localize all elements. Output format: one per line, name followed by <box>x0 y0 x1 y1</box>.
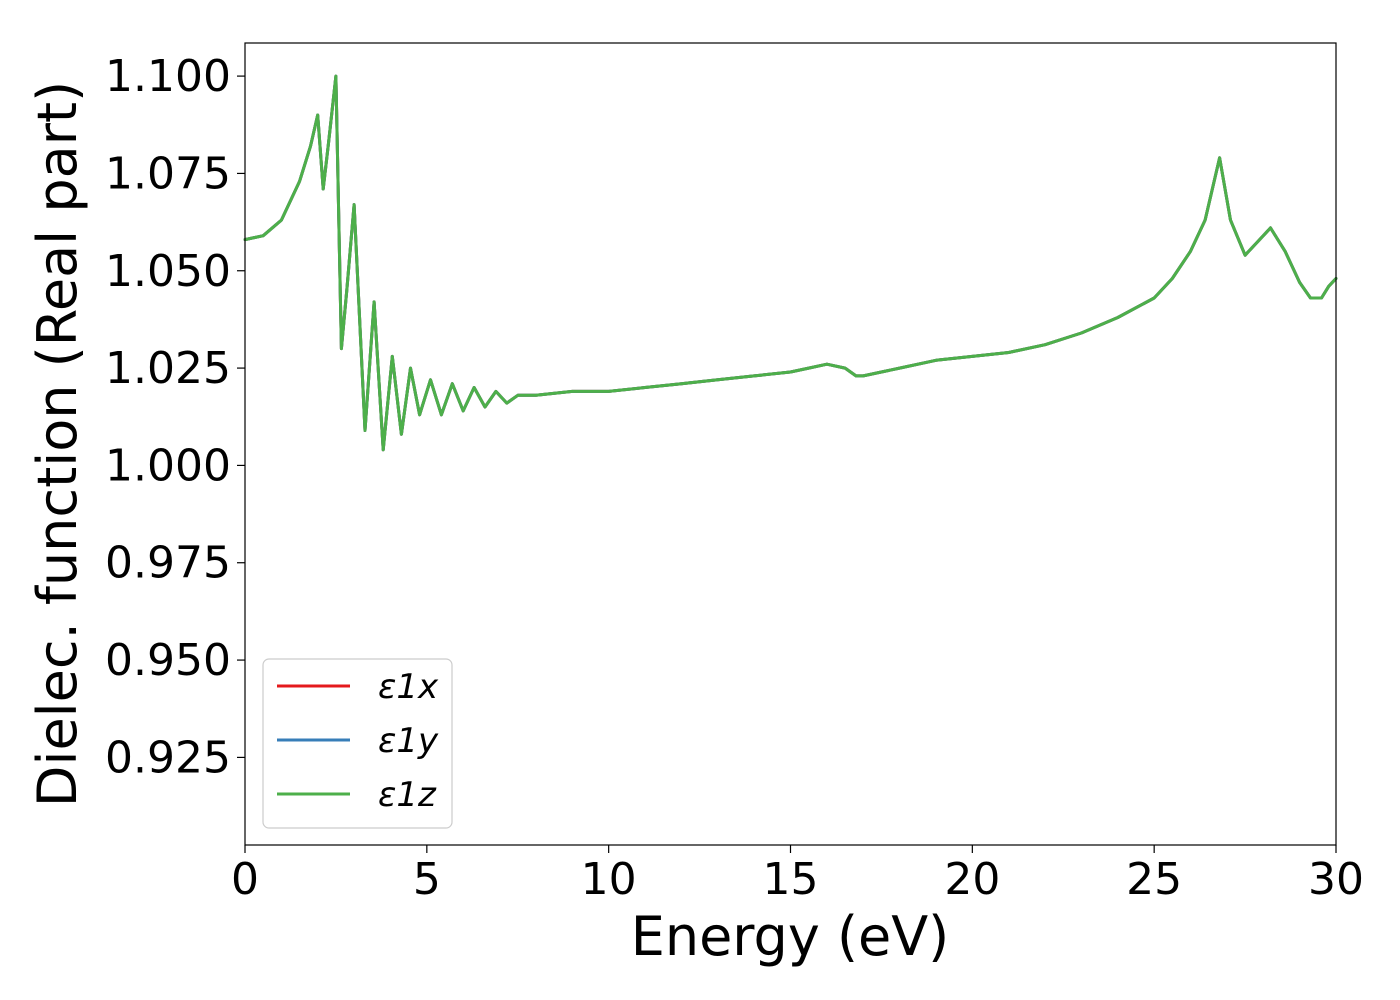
legend-label: ε1y <box>378 721 439 761</box>
legend-box <box>262 658 453 829</box>
legend: ε1x ε1y ε1z <box>262 658 453 829</box>
series-line-3 <box>243 74 1338 452</box>
y-tick-label: 0.975 <box>105 538 231 589</box>
legend-label: ε1z <box>378 775 437 815</box>
y-tick-label: 1.075 <box>105 148 231 199</box>
x-tick-label: 5 <box>413 854 441 905</box>
y-axis-title: Dielec. function (Real part) <box>26 81 89 807</box>
y-tick-label: 0.950 <box>105 635 231 686</box>
plot-area <box>243 74 1338 452</box>
legend-entries: ε1x ε1y ε1z <box>277 667 439 815</box>
x-tick-label: 20 <box>944 854 1000 905</box>
y-tick-label: 1.100 <box>105 51 231 102</box>
y-tick-label: 1.050 <box>105 246 231 297</box>
y-tick-label: 0.925 <box>105 732 231 783</box>
y-tick-label: 1.025 <box>105 343 231 394</box>
x-tick-label: 0 <box>231 854 259 905</box>
x-tick-label: 30 <box>1308 854 1364 905</box>
y-tick-label: 1.000 <box>105 440 231 491</box>
x-tick-label: 15 <box>763 854 819 905</box>
legend-label: ε1x <box>378 667 439 707</box>
x-tick-label: 25 <box>1126 854 1182 905</box>
x-axis-title: Energy (eV) <box>631 905 950 968</box>
x-tick-label: 10 <box>581 854 637 905</box>
x-axis: 0 5 10 15 20 25 30 <box>231 845 1364 905</box>
y-axis: 0.925 0.950 0.975 1.000 1.025 1.050 1.075 1.100 <box>105 51 245 783</box>
